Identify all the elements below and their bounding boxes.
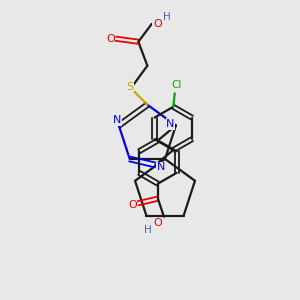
Text: S: S — [127, 82, 134, 92]
Text: H: H — [144, 225, 152, 235]
Text: O: O — [106, 34, 115, 44]
Text: O: O — [153, 19, 162, 29]
Text: N: N — [113, 115, 122, 125]
Text: N: N — [156, 162, 165, 172]
Text: H: H — [163, 12, 171, 22]
Text: Cl: Cl — [171, 80, 181, 90]
Text: O: O — [153, 218, 162, 228]
Text: N: N — [166, 119, 175, 129]
Text: O: O — [128, 200, 137, 210]
